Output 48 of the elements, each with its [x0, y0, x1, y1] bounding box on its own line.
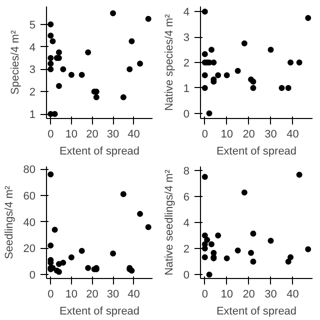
- x-tick-label: 20: [86, 288, 98, 300]
- y-tick-label: 1: [29, 109, 36, 122]
- x-tick-label: 30: [264, 288, 277, 300]
- y-tick-label: 8: [183, 165, 190, 178]
- y-tick-label: 60: [23, 190, 36, 202]
- x-tick-label: 10: [220, 288, 233, 300]
- y-tick-label: 3: [183, 32, 190, 44]
- y-axis-title: Seedlings/4 m²: [3, 185, 16, 260]
- y-tick-label: 0: [183, 270, 190, 282]
- y-tick-label: 4: [183, 6, 190, 19]
- x-tick-label: 40: [128, 128, 140, 140]
- x-tick-label: 40: [286, 128, 299, 140]
- y-axis-title: Native seedlings/4 m²: [163, 169, 176, 276]
- y-tick-label: 4: [183, 218, 190, 230]
- y-tick-label: 2: [183, 244, 190, 256]
- y-tick-label: 20: [23, 243, 36, 256]
- x-tick-label: 0: [202, 128, 208, 140]
- x-axis-title: Extent of spread: [216, 306, 297, 318]
- x-tick-label: 40: [128, 288, 140, 300]
- y-tick-label: 3: [29, 64, 36, 76]
- y-tick-label: 4: [29, 42, 36, 54]
- x-axis-title: Extent of spread: [59, 146, 140, 158]
- x-tick-label: 30: [106, 128, 120, 140]
- y-tick-label: 2: [183, 58, 190, 70]
- y-axis-title: Native species/4 m²: [163, 14, 176, 111]
- y-tick-label: 6: [183, 191, 190, 204]
- x-tick-label: 40: [286, 288, 299, 300]
- x-tick-label: 0: [48, 288, 54, 300]
- x-tick-label: 0: [202, 288, 208, 300]
- x-tick-label: 20: [242, 128, 255, 140]
- x-tick-label: 30: [264, 128, 277, 140]
- y-axis-title: Species/4 m²: [9, 30, 22, 95]
- y-tick-label: 0: [183, 108, 190, 120]
- y-tick-label: 0: [29, 270, 36, 282]
- x-tick-label: 20: [242, 288, 255, 300]
- x-axis-title: Extent of spread: [216, 146, 297, 158]
- x-axis-title: Extent of spread: [59, 306, 140, 318]
- x-tick-label: 20: [86, 128, 98, 140]
- x-tick-label: 10: [65, 288, 78, 300]
- x-tick-label: 30: [106, 288, 120, 300]
- x-tick-label: 10: [65, 128, 78, 140]
- y-tick-label: 2: [29, 86, 36, 99]
- x-tick-label: 10: [220, 128, 233, 140]
- y-tick-label: 5: [29, 19, 36, 32]
- y-tick-label: 80: [23, 164, 36, 176]
- y-tick-label: 40: [23, 216, 36, 229]
- y-tick-label: 1: [183, 82, 190, 95]
- x-tick-label: 0: [48, 128, 54, 140]
